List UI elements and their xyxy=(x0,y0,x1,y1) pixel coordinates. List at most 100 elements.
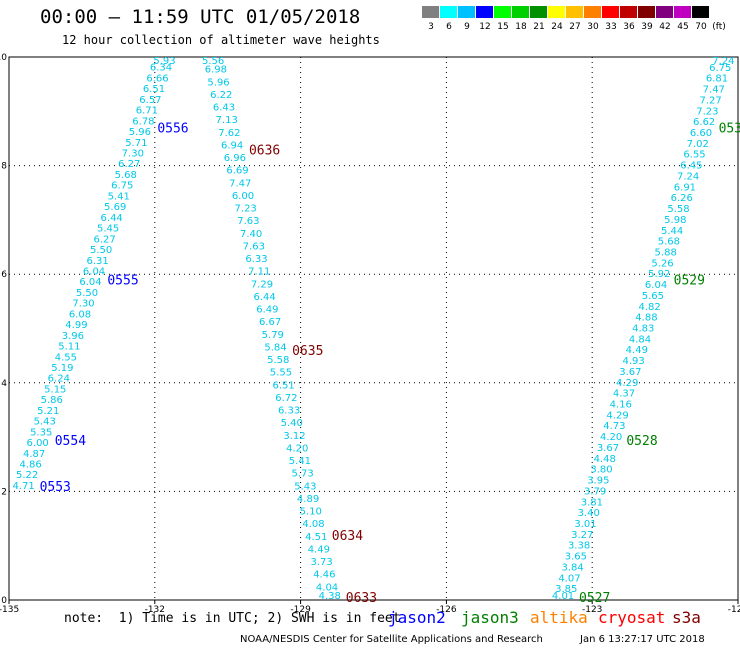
wave-height-value: 6.43 xyxy=(213,103,235,114)
wave-height-value: 3.38 xyxy=(568,541,590,552)
time-label: 0554 xyxy=(55,434,86,449)
wave-height-value: 7.24 xyxy=(712,56,734,67)
wave-height-value: 3.73 xyxy=(310,557,332,568)
legend-swatch xyxy=(566,6,584,18)
wave-height-value: 7.62 xyxy=(218,128,240,139)
axis-ticks: -135 -132 -129 -126 -123 -120 0 2 4 6 8 10 xyxy=(0,53,740,615)
wave-height-value: 4.49 xyxy=(626,345,648,356)
wave-height-value: 5.96 xyxy=(207,77,229,88)
legend-item: 33 xyxy=(602,6,620,32)
wave-height-value: 3.65 xyxy=(565,552,587,563)
wave-height-value: 4.84 xyxy=(629,334,651,345)
wave-height-value: 6.04 xyxy=(83,266,105,277)
wave-height-value: 5.58 xyxy=(667,204,689,215)
wave-height-value: 6.62 xyxy=(693,117,715,128)
time-label: 0636 xyxy=(249,143,280,158)
legend-swatch xyxy=(494,6,512,18)
legend-label: 18 xyxy=(515,22,527,32)
wave-height-value: 7.23 xyxy=(696,106,718,117)
wave-height-value: 7.40 xyxy=(240,229,262,240)
wave-height-value: 6.71 xyxy=(136,106,158,117)
legend-swatch xyxy=(602,6,620,18)
legend-swatch xyxy=(674,6,692,18)
time-label: 0633 xyxy=(346,591,377,606)
legend-label: 36 xyxy=(623,22,635,32)
wave-height-value: 4.89 xyxy=(297,494,319,505)
wave-height-value: 3.67 xyxy=(619,367,641,378)
wave-height-value: 3.40 xyxy=(578,508,600,519)
y-tick-label: 0 xyxy=(1,596,7,606)
wave-height-value: 6.08 xyxy=(69,309,91,320)
wave-height-value: 5.11 xyxy=(58,342,80,353)
wave-height-value: 5.22 xyxy=(16,470,38,481)
legend-item: 6 xyxy=(440,6,458,32)
wave-height-value: 5.21 xyxy=(37,406,59,417)
wave-height-value: 5.69 xyxy=(104,202,126,213)
wave-height-value: 5.56 xyxy=(202,56,224,67)
legend-swatch xyxy=(440,6,458,18)
y-tick-label: 8 xyxy=(1,162,7,172)
legend-swatch xyxy=(620,6,638,18)
wave-height-value: 6.67 xyxy=(259,317,281,328)
wave-height-value: 6.26 xyxy=(671,193,693,204)
satellite-cryosat: cryosat xyxy=(598,608,666,627)
wave-height-value: 5.44 xyxy=(661,226,683,237)
x-tick-label: -129 xyxy=(290,605,311,615)
wave-height-value: 5.50 xyxy=(90,245,112,256)
x-tick-label: -120 xyxy=(728,605,740,615)
y-tick-label: 4 xyxy=(1,379,7,389)
wave-height-value: 6.33 xyxy=(278,406,300,417)
wave-height-value: 7.11 xyxy=(248,267,270,278)
legend-label: 9 xyxy=(464,22,470,32)
legend-item: 9 xyxy=(458,6,476,32)
legend-label: 70 xyxy=(695,22,707,32)
wave-height-value: 5.19 xyxy=(51,363,73,374)
wave-height-value: 6.75 xyxy=(111,181,133,192)
wave-height-value: 3.12 xyxy=(283,431,305,442)
satellite-jason2: jason2 xyxy=(388,608,446,627)
wave-height-value: 6.00 xyxy=(27,438,49,449)
wave-height-value: 5.41 xyxy=(289,456,311,467)
wave-height-value: 5.10 xyxy=(300,507,322,518)
wave-height-value: 4.37 xyxy=(613,389,635,400)
wave-height-value: 7.63 xyxy=(243,241,265,252)
wave-height-value: 5.86 xyxy=(41,395,63,406)
time-label: 0529 xyxy=(674,274,705,289)
wave-height-value: 6.75 xyxy=(709,63,731,74)
wave-height-value: 3.67 xyxy=(597,443,619,454)
legend-label: 21 xyxy=(533,22,545,32)
wave-height-value: 5.50 xyxy=(76,288,98,299)
wave-height-value: 4.82 xyxy=(639,302,661,313)
wave-height-value: 4.20 xyxy=(286,443,308,454)
wave-height-value: 6.45 xyxy=(680,161,702,172)
wave-height-value: 6.33 xyxy=(245,254,267,265)
wave-height-value: 7.29 xyxy=(251,279,273,290)
ground-track: 4.013.854.073.843.653.383.273.013.403.81… xyxy=(552,56,740,604)
x-tick-label: -135 xyxy=(0,605,19,615)
wave-height-value: 7.24 xyxy=(677,171,699,182)
wave-height-value: 3.01 xyxy=(574,519,596,530)
wave-height-value: 4.08 xyxy=(302,519,324,530)
wave-height-value: 5.55 xyxy=(270,368,292,379)
wave-height-value: 6.57 xyxy=(139,95,161,106)
wave-height-value: 5.73 xyxy=(292,469,314,480)
legend-label: 42 xyxy=(659,22,671,32)
y-tick-label: 10 xyxy=(0,53,7,63)
ground-track: 4.715.224.864.876.005.355.435.215.865.15… xyxy=(12,56,188,495)
legend-label: 27 xyxy=(569,22,581,32)
legend-swatch xyxy=(638,6,656,18)
wave-height-value: 6.98 xyxy=(205,65,227,76)
map-grid xyxy=(8,56,739,601)
wave-height-value: 5.35 xyxy=(30,427,52,438)
legend-item: 70 xyxy=(692,6,710,32)
wave-height-value: 6.44 xyxy=(101,213,123,224)
legend-swatch xyxy=(692,6,710,18)
wave-height-value: 5.88 xyxy=(655,247,677,258)
time-label: 0634 xyxy=(332,529,363,544)
wave-height-value: 4.88 xyxy=(635,313,657,324)
wave-height-value: 5.65 xyxy=(642,291,664,302)
wave-height-value: 7.27 xyxy=(699,95,721,106)
wave-height-value: 7.30 xyxy=(72,299,94,310)
wave-height-value: 4.04 xyxy=(316,582,338,593)
time-label: 0530 xyxy=(719,122,740,137)
